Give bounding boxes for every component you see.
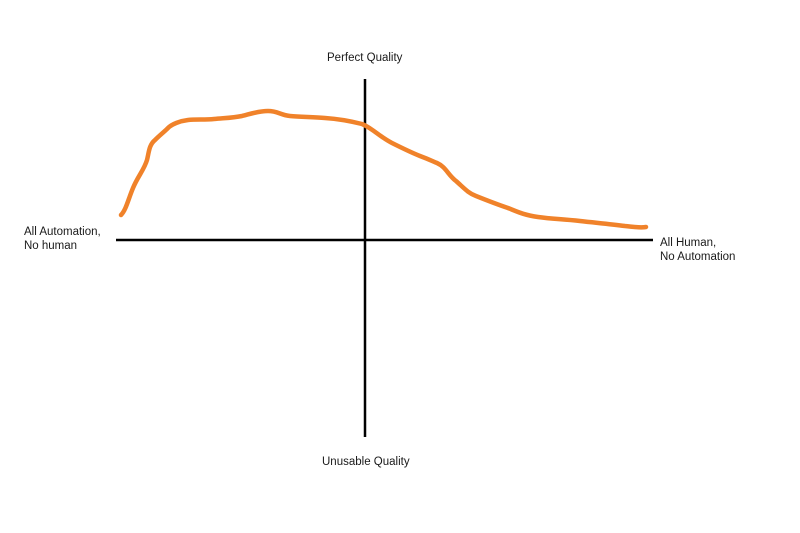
all-automation-label: All Automation, No human <box>24 225 101 253</box>
all-human-line-1: All Human, <box>660 237 717 249</box>
perfect-quality-label: Perfect Quality <box>327 52 403 64</box>
quality-curve <box>118 108 649 230</box>
all-automation-line-2: No human <box>24 240 78 252</box>
all-human-line-2: No Automation <box>660 251 736 263</box>
all-human-label: All Human, No Automation <box>660 236 735 264</box>
all-automation-line-1: All Automation, <box>24 226 101 238</box>
unusable-quality-label: Unusable Quality <box>322 456 410 468</box>
